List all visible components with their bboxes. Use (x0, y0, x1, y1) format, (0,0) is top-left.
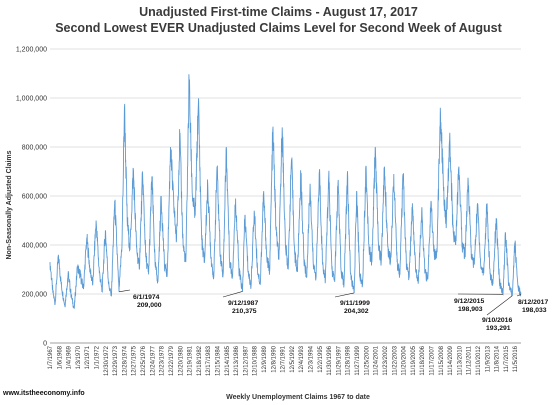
x-tick-label: 12/19/1981 (188, 345, 194, 376)
x-tick-label: 11/8/2014 (495, 345, 501, 372)
x-tick-label: 12/3/1994 (309, 345, 315, 372)
x-tick-label: 1/6/1968 (57, 345, 63, 369)
x-tick-label: 12/25/1976 (141, 345, 147, 376)
x-tick-label: 11/18/2006 (420, 345, 426, 375)
x-tick-label: 11/29/1997 (336, 345, 342, 375)
x-tick-label: 12/13/1986 (234, 345, 240, 376)
x-tick-label: 12/27/1975 (132, 345, 138, 376)
footer-url: www.itstheeconomy.info (3, 390, 85, 397)
annotation-leader-line (334, 292, 355, 298)
annotation-value: 209,000 (137, 302, 162, 309)
y-tick-label: 1,000,000 (16, 96, 47, 103)
x-tick-label: 12/22/1979 (169, 345, 175, 376)
x-tick-label: 11/15/2008 (439, 345, 445, 375)
annotation-value: 193,291 (486, 325, 511, 332)
annotation-date: 9/11/1999 (340, 300, 370, 307)
x-tick-label: 12/28/1974 (122, 345, 128, 376)
annotation-date: 9/10/2016 (482, 317, 512, 324)
annotation-date: 6/1/1974 (133, 294, 160, 301)
x-tick-label: 12/15/1984 (215, 345, 221, 376)
x-tick-label: 11/12/2011 (467, 345, 473, 375)
x-tick-label: 12/5/1992 (290, 345, 296, 372)
x-tick-label: 12/17/1983 (206, 345, 212, 376)
x-tick-label: 1/3/1970 (76, 345, 82, 369)
x-tick-label: 12/29/1973 (113, 345, 119, 376)
annotation-value: 198,033 (522, 307, 547, 314)
annotation-value: 198,903 (458, 306, 483, 313)
x-tick-label: 12/4/1993 (299, 345, 305, 372)
x-tick-label: 11/23/2002 (383, 345, 389, 375)
x-tick-label: 1/4/1969 (67, 345, 73, 369)
annotation-date: 9/12/1987 (228, 300, 258, 307)
x-tick-label: 11/14/2009 (448, 345, 454, 375)
x-tick-label: 12/12/1987 (243, 345, 249, 376)
annotation-leader-line (222, 291, 243, 298)
x-tick-label: 11/19/2005 (411, 345, 417, 375)
x-tick-label: 11/10/2012 (476, 345, 482, 375)
x-tick-label: 11/27/1999 (355, 345, 361, 375)
x-tick-label: 12/18/1982 (197, 345, 203, 376)
y-tick-label: 800,000 (22, 145, 47, 152)
annotation-value: 204,302 (344, 308, 369, 315)
annotation-date: 8/12/2017 (518, 299, 548, 306)
x-tick-label: 12/9/1989 (262, 345, 268, 372)
x-tick-label: 12/7/1991 (281, 345, 287, 372)
chart-title: Unadjusted First-time Claims - August 17… (139, 5, 418, 19)
y-tick-label: 200,000 (22, 292, 47, 299)
x-tick-label: 11/20/2004 (402, 345, 408, 375)
x-tick-label: 11/5/2016 (513, 345, 519, 372)
x-tick-label: 12/8/1990 (271, 345, 277, 372)
x-axis-label: Weekly Unemployment Claims 1967 to date (226, 394, 370, 401)
x-tick-label: 12/10/1988 (253, 345, 259, 376)
annotation-leader-line (486, 295, 513, 316)
x-axis-ticks: 1/7/1967 1/6/1968 1/4/1969 1/3/1970 1/2/1971… (48, 345, 519, 376)
x-tick-label: 11/7/2015 (504, 345, 510, 372)
x-tick-label: 11/13/2010 (457, 345, 463, 375)
x-tick-label: 12/14/1985 (225, 345, 231, 376)
x-tick-label: 1/2/1971 (85, 345, 91, 369)
x-tick-label: 12/20/1980 (178, 345, 184, 376)
x-tick-label: 12/2/1995 (318, 345, 324, 372)
x-tick-label: 1/1/1972 (95, 345, 101, 369)
x-tick-label: 12/23/1978 (160, 345, 166, 376)
x-tick-label: 11/30/1996 (327, 345, 333, 375)
series-line-claims (49, 74, 522, 309)
x-tick-label: 12/24/1977 (150, 345, 156, 376)
y-tick-label: 600,000 (22, 194, 47, 201)
x-tick-label: 11/25/2000 (364, 345, 370, 375)
y-tick-label: 1,200,000 (16, 47, 47, 54)
x-tick-label: 11/9/2013 (485, 345, 491, 372)
y-tick-label: 400,000 (22, 243, 47, 250)
x-tick-label: 11/24/2001 (374, 345, 380, 375)
x-tick-label: 12/30/1972 (104, 345, 110, 376)
annotation-value: 210,375 (232, 308, 257, 315)
y-axis-label: Non-Seasonally Adjusted Claims (6, 150, 13, 259)
annotation-leader-line (516, 294, 522, 297)
y-tick-label: 0 (43, 341, 47, 348)
chart-subtitle: Second Lowest EVER Unadjusted Claims Lev… (55, 21, 502, 35)
x-tick-label: 1/7/1967 (48, 345, 54, 369)
gridlines (50, 48, 521, 344)
annotation-leader-line (118, 289, 131, 293)
annotation-date: 9/12/2015 (454, 298, 484, 305)
x-tick-label: 11/28/1998 (346, 345, 352, 375)
x-tick-label: 11/17/2007 (429, 345, 435, 375)
x-tick-label: 11/22/2003 (392, 345, 398, 375)
y-axis-ticks: 0 200,000 400,000 600,000 800,000 1,000,000 1,… (16, 47, 47, 348)
